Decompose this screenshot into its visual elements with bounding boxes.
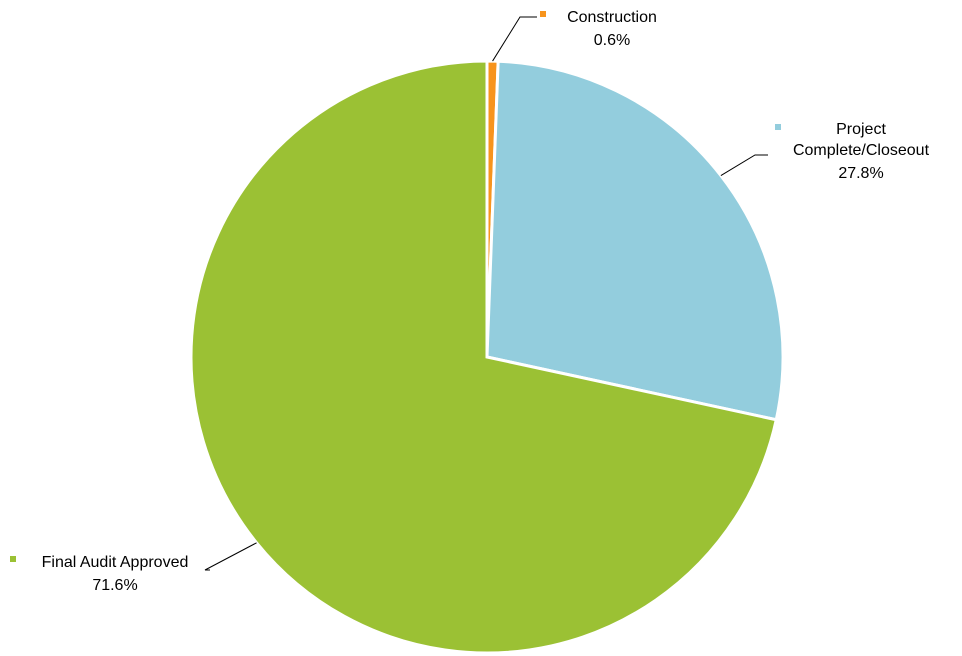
final-audit-value: 71.6%: [92, 577, 137, 594]
construction-marker: [540, 11, 546, 17]
leader-lines: [204, 16, 768, 571]
project-complete-label-line1: Project: [836, 121, 886, 138]
final-audit-marker: [10, 556, 16, 562]
pie-slices: [189, 59, 785, 655]
project-complete-marker: [775, 124, 781, 130]
final-audit-label: Final Audit Approved: [42, 554, 189, 571]
project-complete-value: 27.8%: [838, 165, 883, 182]
final-audit-leader-line: [204, 542, 257, 571]
data-labels: Construction 0.6% Project Complete/Close…: [10, 9, 930, 594]
construction-leader-line: [492, 16, 537, 62]
project-complete-slice: [485, 59, 785, 422]
construction-label: Construction: [567, 9, 657, 26]
project-complete-leader-line: [720, 154, 768, 177]
final-audit-slice: [189, 59, 779, 655]
construction-value: 0.6%: [594, 32, 630, 49]
project-complete-label-line2: Complete/Closeout: [793, 142, 930, 159]
